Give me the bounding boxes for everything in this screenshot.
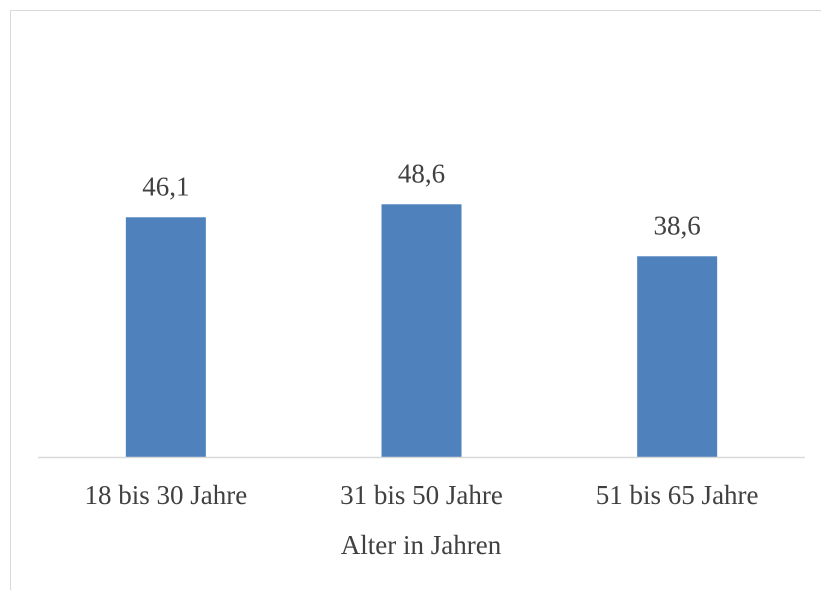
bar [637,256,718,457]
x-tick-label: 51 bis 65 Jahre [596,480,759,510]
x-tick-label: 18 bis 30 Jahre [84,480,247,510]
x-tick-label: 31 bis 50 Jahre [340,480,503,510]
x-axis-title: Alter in Jahren [341,530,502,560]
data-label: 48,6 [398,158,445,188]
bar [125,217,206,457]
bar [381,204,462,457]
data-label: 46,1 [142,171,189,201]
data-label: 38,6 [654,210,701,240]
